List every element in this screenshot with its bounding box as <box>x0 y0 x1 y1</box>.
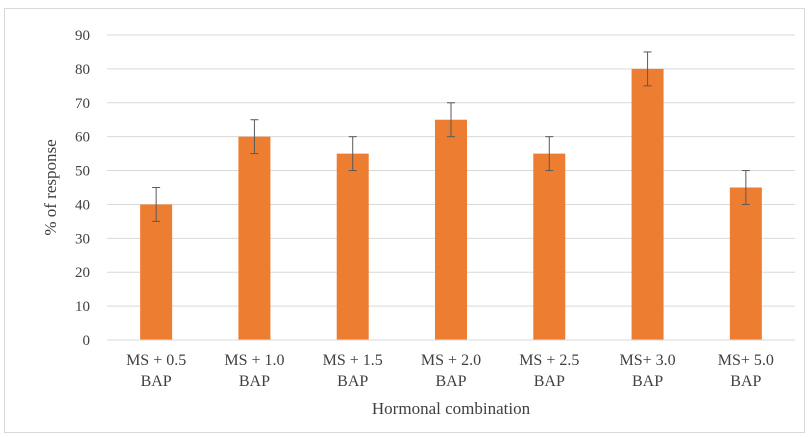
y-tick-label: 20 <box>75 265 90 281</box>
y-tick-label: 90 <box>75 28 90 44</box>
error-bar <box>250 119 259 155</box>
y-tick-label: 40 <box>75 197 90 213</box>
bar <box>140 204 173 340</box>
y-tick-label: 10 <box>75 299 90 315</box>
x-tick-label: BAP <box>141 373 172 390</box>
x-tick-label: MS + 0.5 <box>126 352 186 369</box>
x-tick-label: BAP <box>239 373 270 390</box>
x-tick-label: BAP <box>730 373 761 390</box>
error-bar <box>741 170 750 205</box>
bar <box>631 68 664 340</box>
error-bars <box>152 51 750 222</box>
error-bar <box>152 187 161 222</box>
x-tick-label: BAP <box>435 373 466 390</box>
x-tick-label: BAP <box>534 373 565 390</box>
bar <box>238 136 271 340</box>
x-tick-label: MS + 1.5 <box>323 352 383 369</box>
bar <box>729 187 762 340</box>
x-tick-label: MS+ 5.0 <box>718 352 774 369</box>
x-tick-label: MS+ 3.0 <box>619 352 675 369</box>
y-tick-label: 70 <box>75 96 90 112</box>
y-tick-label: 30 <box>75 231 90 247</box>
y-tick-label: 80 <box>75 62 90 78</box>
error-bar <box>447 102 455 138</box>
x-tick-label: MS + 2.5 <box>519 352 579 369</box>
y-axis-ticks: 0 10 20 30 40 50 60 70 80 90 <box>75 28 90 349</box>
x-tick-label: BAP <box>337 373 368 390</box>
y-tick-label: 0 <box>83 333 91 349</box>
y-tick-label: 50 <box>75 164 90 180</box>
bars <box>140 68 762 340</box>
error-bar <box>643 51 652 87</box>
y-tick-label: 60 <box>75 130 90 146</box>
bar <box>336 153 369 340</box>
x-axis-title: Hormonal combination <box>372 399 531 418</box>
error-bar <box>545 136 554 172</box>
chart-frame <box>4 8 805 433</box>
x-axis-ticks: MS + 0.5 BAP MS + 1.0 BAP MS + 1.5 BAP MS + 2.… <box>126 352 774 390</box>
x-tick-label: BAP <box>632 373 663 390</box>
bar <box>533 153 566 340</box>
error-bar <box>348 136 357 172</box>
x-tick-label: MS + 2.0 <box>421 352 481 369</box>
bar <box>435 119 467 340</box>
x-tick-label: MS + 1.0 <box>224 352 284 369</box>
y-axis-title: % of response <box>41 139 60 235</box>
